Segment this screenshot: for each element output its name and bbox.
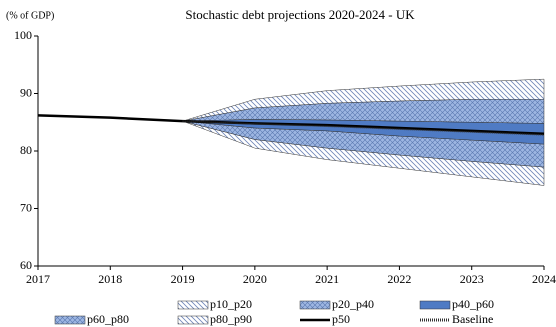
fan-band: [182, 78, 545, 122]
y-tick-label: 70: [20, 200, 32, 214]
chart-title: Stochastic debt projections 2020-2024 - …: [185, 7, 415, 22]
x-tick-label: 2020: [243, 272, 267, 286]
legend-label: p20_p40: [332, 297, 374, 311]
legend-label: p50: [332, 312, 350, 326]
y-tick-label: 90: [20, 85, 32, 99]
legend-label: p40_p60: [452, 297, 494, 311]
legend-swatch: [419, 300, 451, 310]
legend-label: p60_p80: [87, 312, 129, 326]
y-tick-label: 100: [14, 28, 32, 42]
x-tick-label: 2022: [387, 272, 411, 286]
x-tick-label: 2017: [26, 272, 50, 286]
x-tick-label: 2018: [98, 272, 122, 286]
x-tick-label: 2021: [315, 272, 339, 286]
legend-swatch: [177, 300, 209, 310]
legend-swatch: [54, 315, 86, 325]
series-line: [182, 120, 545, 136]
legend-label: p10_p20: [210, 297, 252, 311]
y-tick-label: 80: [20, 143, 32, 157]
legend-label: p80_p90: [210, 312, 252, 326]
x-tick-label: 2019: [171, 272, 195, 286]
legend-swatch: [299, 300, 331, 310]
x-tick-label: 2024: [532, 272, 556, 286]
legend-label: Baseline: [452, 312, 493, 326]
y-tick-label: 60: [20, 258, 32, 272]
y-axis-label: (% of GDP): [6, 10, 54, 21]
x-tick-label: 2023: [460, 272, 484, 286]
legend-swatch: [177, 315, 209, 325]
series-line: [37, 114, 545, 135]
